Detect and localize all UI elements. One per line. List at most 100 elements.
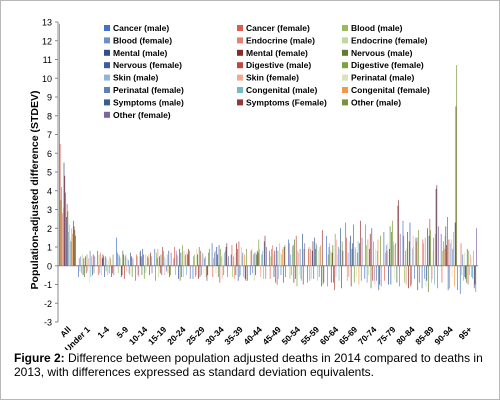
x-tick-label: 20-24	[165, 324, 188, 347]
bar	[376, 250, 378, 266]
bar	[156, 258, 158, 266]
bar	[331, 252, 333, 266]
x-tick-label: 50-54	[280, 324, 303, 347]
bar	[418, 265, 420, 283]
bar	[341, 241, 343, 266]
bar	[427, 265, 429, 292]
bar	[187, 254, 189, 266]
legend-label: Mental (female)	[246, 48, 308, 58]
bar	[82, 265, 84, 276]
bar	[212, 265, 214, 277]
bar	[99, 265, 101, 274]
bar	[98, 254, 100, 266]
bar	[264, 235, 266, 266]
legend-swatch	[104, 49, 110, 56]
bar	[202, 254, 204, 266]
legend-label: Endocrine (male)	[246, 35, 315, 45]
bar	[379, 265, 380, 285]
bar	[357, 241, 359, 266]
bar	[159, 256, 160, 266]
bar	[318, 250, 319, 266]
bar	[352, 243, 354, 266]
bar	[219, 265, 221, 283]
bar	[426, 265, 428, 281]
legend-label: Perinatal (male)	[351, 73, 414, 83]
bar	[360, 220, 361, 266]
bar	[243, 265, 244, 277]
bar	[217, 265, 219, 277]
x-tick-label: 30-34	[203, 324, 226, 347]
bar	[65, 217, 67, 266]
bar	[265, 265, 267, 279]
bar	[112, 254, 114, 266]
bar	[111, 265, 113, 274]
bar	[125, 254, 127, 266]
bar	[127, 258, 128, 266]
legend-swatch	[342, 62, 348, 69]
bar	[475, 265, 477, 292]
bar	[164, 265, 166, 276]
bar	[214, 250, 216, 266]
legend-label: Skin (female)	[246, 73, 299, 83]
legend-label: Other (male)	[351, 97, 401, 107]
bar	[428, 235, 430, 266]
bar	[471, 265, 473, 277]
bar	[356, 265, 357, 277]
bar	[388, 265, 389, 285]
bar	[144, 265, 146, 274]
bar	[83, 258, 85, 266]
bar	[408, 265, 409, 289]
bar	[468, 250, 470, 266]
bar	[251, 248, 253, 266]
bar	[221, 256, 222, 266]
bar	[170, 252, 172, 266]
bar	[280, 265, 282, 276]
bar	[395, 243, 396, 266]
bar	[437, 265, 438, 289]
bar	[118, 254, 120, 266]
bar	[253, 265, 255, 281]
bar	[409, 222, 411, 266]
bar	[120, 258, 121, 266]
bar	[288, 243, 290, 266]
bar	[275, 247, 277, 266]
bar	[446, 245, 447, 266]
legend-swatch	[104, 37, 110, 44]
y-tick-label: 6	[47, 149, 52, 159]
bar	[336, 239, 338, 266]
bar	[276, 265, 278, 285]
bar	[412, 235, 414, 266]
figure-caption: Figure 2: Difference between population …	[14, 351, 492, 379]
legend-label: Other (female)	[113, 110, 171, 120]
x-tick-label: 60-64	[318, 324, 341, 347]
bar	[126, 265, 128, 272]
bar	[423, 243, 424, 266]
bar	[337, 254, 338, 266]
bar	[72, 220, 74, 266]
bar	[249, 265, 251, 276]
bar	[449, 265, 451, 289]
bar	[385, 252, 386, 266]
x-tick-label: 45-49	[260, 324, 283, 347]
legend-swatch	[342, 87, 348, 93]
bar	[194, 254, 195, 266]
bar	[440, 233, 442, 266]
bar	[373, 265, 375, 281]
bar	[330, 265, 332, 283]
bar	[366, 265, 368, 283]
bar	[295, 265, 296, 279]
bar	[262, 250, 264, 266]
x-tick-label: 85-89	[413, 324, 436, 347]
legend-label: Endocrine (female)	[351, 35, 428, 45]
bar	[244, 254, 245, 266]
bar	[74, 230, 76, 266]
bar	[323, 265, 325, 283]
bar	[450, 243, 451, 266]
bar	[433, 237, 435, 266]
bar	[189, 250, 190, 266]
bar	[463, 265, 464, 281]
bar	[154, 248, 156, 266]
legend-swatch	[237, 62, 243, 69]
legend-swatch	[342, 25, 348, 31]
bar	[177, 256, 179, 266]
